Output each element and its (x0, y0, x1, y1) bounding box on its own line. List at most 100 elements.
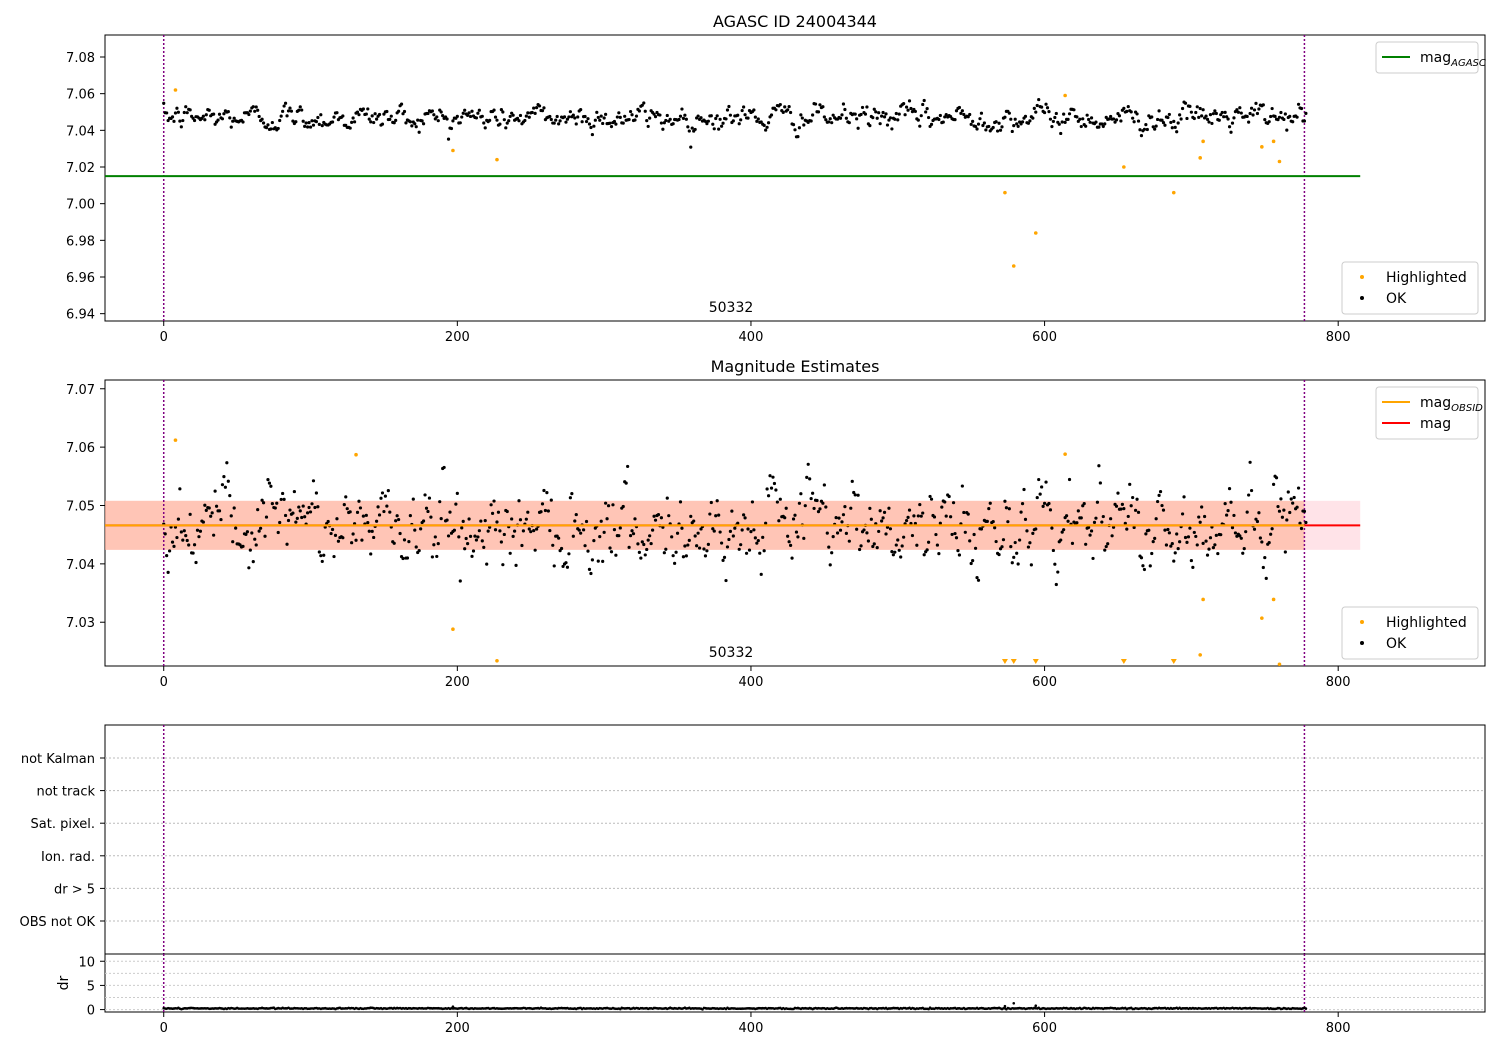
ok-point (449, 126, 454, 131)
ok-point (574, 122, 578, 126)
ok-point (1007, 111, 1011, 115)
ok-point (788, 110, 793, 115)
ok-point (764, 521, 768, 525)
ok-point (1223, 110, 1227, 114)
ok-point (871, 116, 875, 120)
ok-point (855, 117, 859, 121)
ok-point (947, 494, 951, 499)
ok-point (1172, 559, 1176, 563)
ok-point (769, 113, 774, 117)
ok-point (809, 119, 813, 123)
ok-point (367, 117, 371, 121)
ok-point (921, 102, 925, 107)
flag-label: not Kalman (21, 752, 95, 767)
ok-point (291, 119, 295, 123)
ok-point (305, 125, 310, 129)
ok-point (731, 534, 735, 538)
ok-point (579, 531, 583, 535)
ok-point (1145, 127, 1149, 132)
ok-point (1157, 109, 1161, 113)
legend-marker-swatch (1360, 641, 1364, 645)
ok-point (380, 122, 385, 126)
ok-point (960, 484, 964, 488)
ok-point (1153, 536, 1157, 541)
highlighted-point (1198, 156, 1202, 160)
ok-point (888, 527, 893, 531)
ok-point (678, 500, 683, 504)
ok-point (229, 514, 233, 518)
ok-point (1292, 495, 1296, 500)
ok-point (289, 109, 294, 113)
ok-point (350, 541, 354, 545)
ok-point (421, 122, 426, 126)
ok-point (468, 114, 473, 119)
ok-point (822, 483, 826, 487)
ok-point (490, 511, 495, 515)
ok-point (796, 535, 800, 539)
ok-point (317, 550, 321, 554)
ok-point (1078, 117, 1082, 121)
ok-point (809, 496, 813, 501)
y-tick-label: 7.04 (66, 124, 95, 139)
ok-point (493, 528, 498, 532)
ok-point (493, 115, 498, 119)
ok-point (1273, 114, 1277, 118)
ok-point (1097, 464, 1101, 468)
ok-point (1248, 460, 1252, 464)
ok-point (1249, 488, 1254, 493)
ok-point (890, 550, 894, 554)
highlighted-point (173, 438, 178, 442)
ok-point (771, 475, 775, 479)
ok-point (254, 105, 258, 109)
ok-point (1197, 515, 1201, 519)
offscale-marker (1170, 659, 1177, 664)
panel1-frame (104, 34, 1486, 322)
ok-point (887, 506, 891, 510)
ok-point (1006, 520, 1010, 524)
y-tick-label: 7.02 (66, 161, 95, 176)
ok-point (1205, 553, 1210, 557)
highlighted-point (1063, 452, 1067, 456)
ok-point (715, 114, 719, 118)
ok-point (210, 511, 214, 515)
ok-point (1089, 116, 1094, 120)
ok-point (439, 516, 443, 521)
ok-point (1125, 109, 1129, 113)
ok-point (652, 514, 656, 518)
ok-point (460, 115, 464, 119)
ok-point (1227, 125, 1232, 129)
ok-point (213, 489, 217, 493)
ok-point (878, 122, 882, 126)
ok-point (642, 542, 646, 547)
ok-point (1032, 106, 1036, 110)
ok-point (1236, 110, 1240, 114)
ok-point (372, 120, 376, 125)
ok-point (1141, 564, 1145, 568)
ok-point (448, 510, 452, 514)
ok-point (1230, 526, 1235, 530)
ok-point (1261, 565, 1265, 570)
offscale-marker (1001, 659, 1008, 664)
ok-point (1197, 115, 1201, 119)
ok-point (1084, 124, 1088, 128)
ok-point (421, 519, 426, 523)
ok-point (1189, 558, 1193, 563)
ok-point (661, 525, 665, 529)
ok-point (724, 578, 728, 583)
ok-point (1263, 555, 1267, 560)
ok-point (529, 530, 533, 534)
ok-point (317, 122, 321, 126)
ok-point (1277, 509, 1282, 513)
ok-point (195, 528, 200, 532)
ok-point (264, 126, 269, 130)
ok-point (170, 540, 175, 544)
ok-point (1062, 528, 1066, 532)
ok-point (962, 112, 966, 117)
ok-point (957, 105, 962, 110)
ok-point (557, 536, 561, 540)
ok-point (653, 518, 658, 522)
legend-marker-swatch (1360, 620, 1364, 624)
ok-point (1230, 121, 1235, 125)
ok-point (662, 551, 666, 555)
ok-point (1114, 504, 1119, 508)
